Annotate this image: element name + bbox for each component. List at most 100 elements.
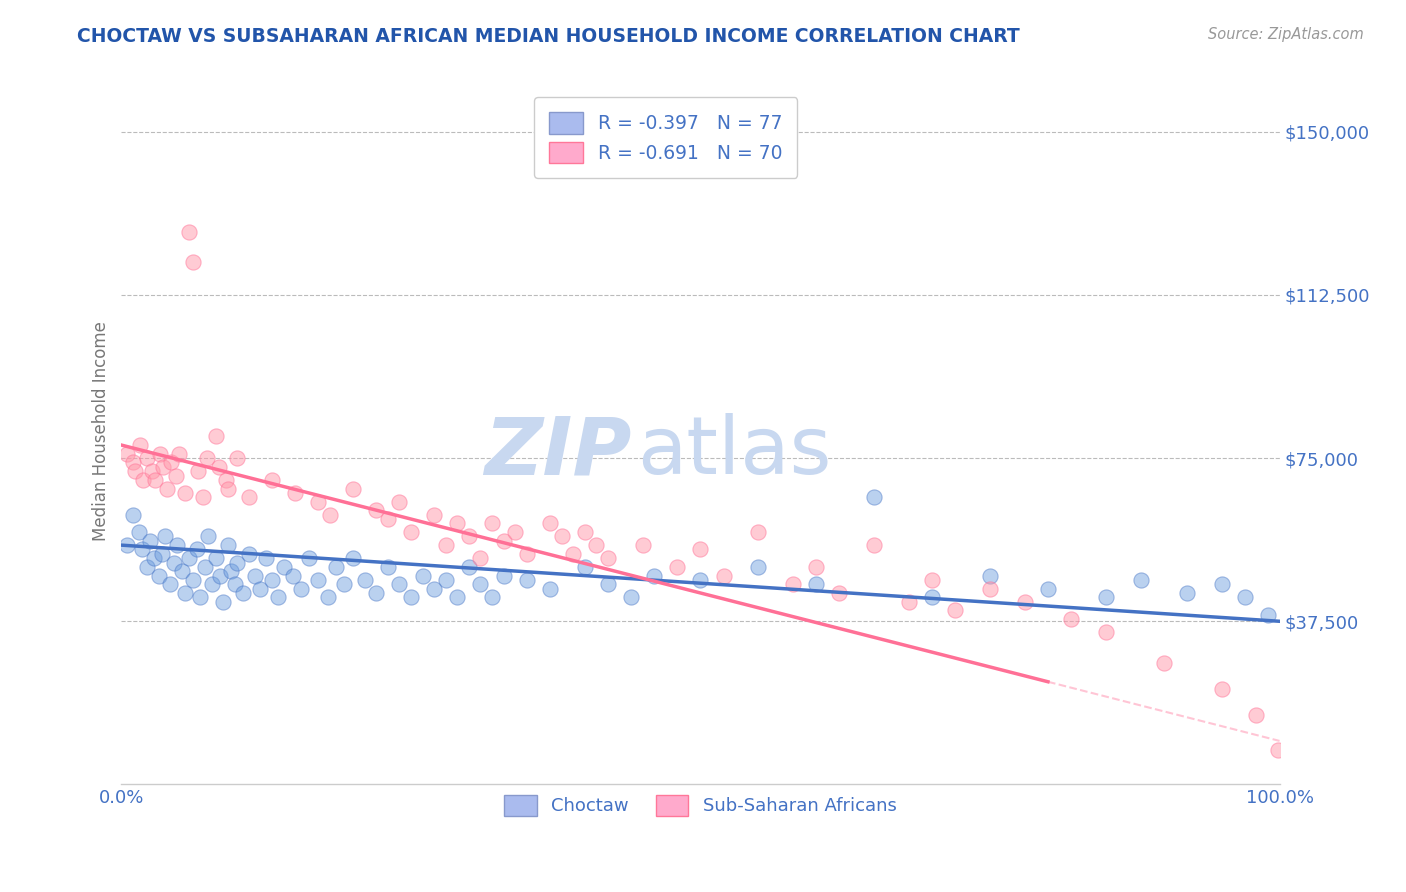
Point	[550, 529, 572, 543]
Point	[747, 525, 769, 540]
Point	[298, 551, 321, 566]
Point	[643, 568, 665, 582]
Point	[399, 591, 422, 605]
Point	[538, 582, 561, 596]
Point	[267, 591, 290, 605]
Point	[281, 568, 304, 582]
Point	[232, 586, 254, 600]
Point	[1211, 577, 1233, 591]
Point	[620, 591, 643, 605]
Point	[181, 573, 204, 587]
Point	[170, 564, 193, 578]
Point	[423, 582, 446, 596]
Point	[1257, 607, 1279, 622]
Point	[307, 494, 329, 508]
Point	[122, 455, 145, 469]
Point	[131, 542, 153, 557]
Point	[135, 560, 157, 574]
Point	[226, 451, 249, 466]
Point	[470, 551, 492, 566]
Point	[208, 568, 231, 582]
Point	[666, 560, 689, 574]
Point	[160, 455, 183, 469]
Point	[159, 577, 181, 591]
Point	[129, 438, 152, 452]
Point	[215, 473, 238, 487]
Point	[201, 577, 224, 591]
Point	[191, 490, 214, 504]
Point	[238, 547, 260, 561]
Point	[470, 577, 492, 591]
Point	[446, 516, 468, 531]
Point	[205, 551, 228, 566]
Point	[516, 573, 538, 587]
Point	[979, 568, 1001, 582]
Point	[503, 525, 526, 540]
Point	[1036, 582, 1059, 596]
Point	[713, 568, 735, 582]
Point	[1267, 742, 1289, 756]
Point	[135, 451, 157, 466]
Point	[492, 533, 515, 548]
Text: ZIP: ZIP	[484, 413, 631, 491]
Point	[188, 591, 211, 605]
Point	[1060, 612, 1083, 626]
Point	[273, 560, 295, 574]
Point	[377, 560, 399, 574]
Point	[481, 516, 503, 531]
Point	[863, 538, 886, 552]
Point	[124, 464, 146, 478]
Point	[1129, 573, 1152, 587]
Point	[782, 577, 804, 591]
Point	[149, 447, 172, 461]
Point	[921, 573, 943, 587]
Point	[205, 429, 228, 443]
Point	[254, 551, 277, 566]
Point	[148, 568, 170, 582]
Point	[155, 482, 177, 496]
Point	[141, 464, 163, 478]
Point	[260, 573, 283, 587]
Point	[128, 525, 150, 540]
Point	[260, 473, 283, 487]
Point	[174, 486, 197, 500]
Point	[863, 490, 886, 504]
Point	[177, 551, 200, 566]
Point	[150, 547, 173, 561]
Point	[325, 560, 347, 574]
Point	[1246, 707, 1268, 722]
Point	[434, 538, 457, 552]
Point	[457, 560, 479, 574]
Point	[538, 516, 561, 531]
Point	[181, 255, 204, 269]
Point	[333, 577, 356, 591]
Point	[806, 560, 828, 574]
Point	[562, 547, 585, 561]
Point	[195, 451, 218, 466]
Point	[747, 560, 769, 574]
Point	[142, 551, 165, 566]
Point	[194, 560, 217, 574]
Point	[457, 529, 479, 543]
Point	[307, 573, 329, 587]
Point	[492, 568, 515, 582]
Point	[446, 591, 468, 605]
Point	[115, 447, 138, 461]
Point	[169, 447, 191, 461]
Point	[143, 473, 166, 487]
Point	[186, 542, 208, 557]
Point	[208, 459, 231, 474]
Point	[212, 595, 235, 609]
Point	[412, 568, 434, 582]
Point	[1153, 656, 1175, 670]
Point	[217, 538, 239, 552]
Point	[1175, 586, 1198, 600]
Point	[217, 482, 239, 496]
Point	[155, 529, 177, 543]
Point	[162, 556, 184, 570]
Point	[115, 538, 138, 552]
Point	[574, 560, 596, 574]
Point	[342, 482, 364, 496]
Point	[689, 542, 711, 557]
Point	[139, 533, 162, 548]
